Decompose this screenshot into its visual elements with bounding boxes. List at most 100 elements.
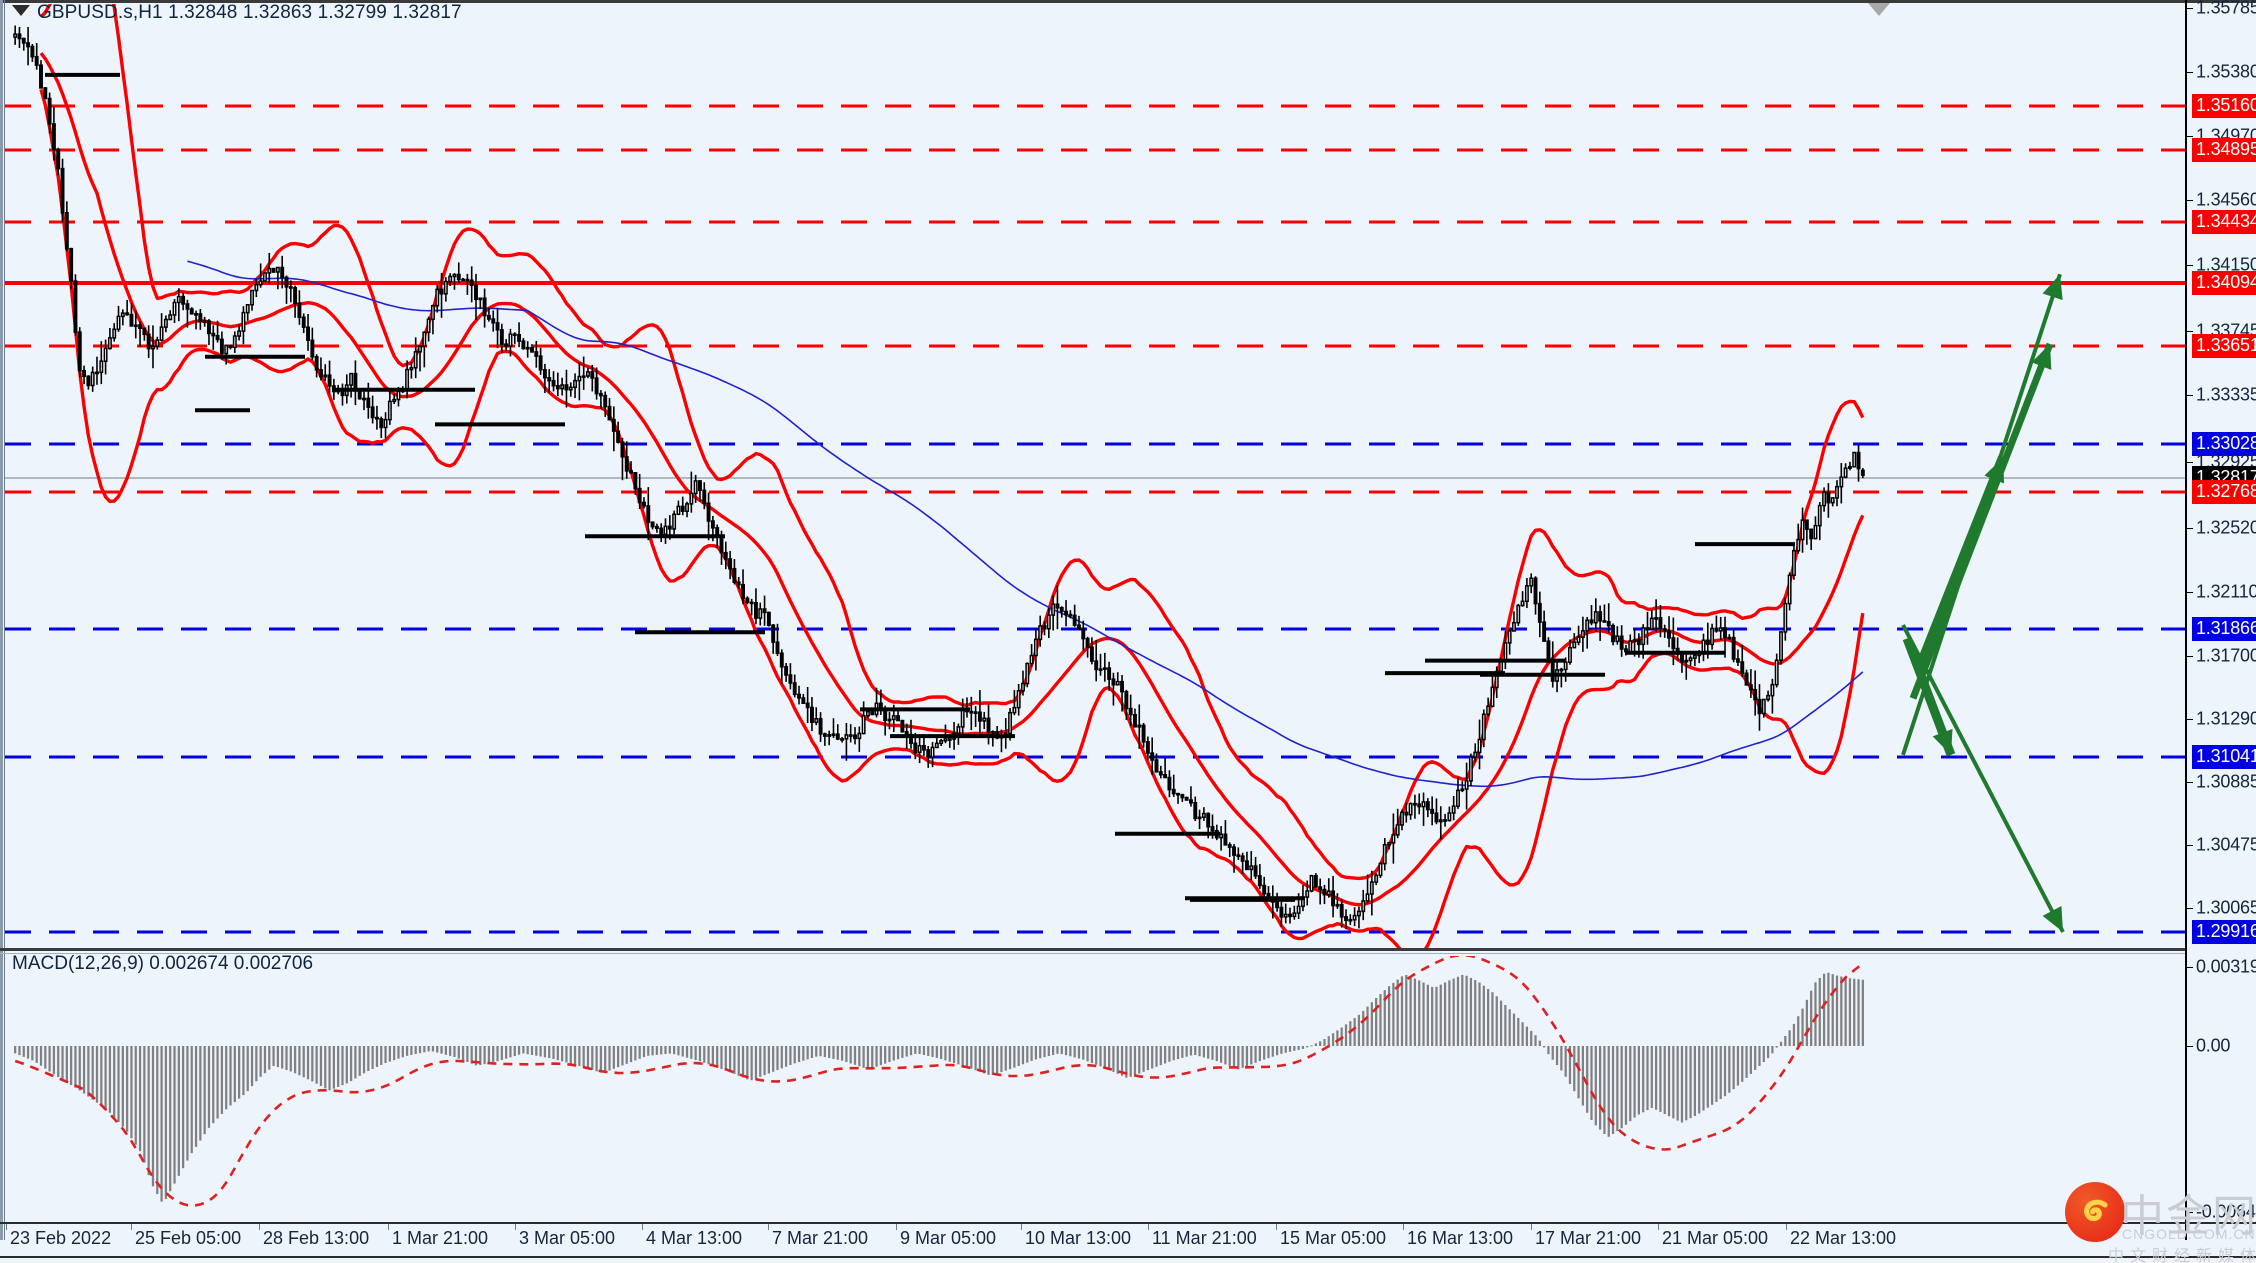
bollinger-lower xyxy=(39,88,1865,948)
candlestick xyxy=(1262,884,1267,895)
macd-histogram-bar xyxy=(599,1046,603,1073)
macd-histogram-bar xyxy=(1801,1008,1804,1046)
macd-histogram-bar xyxy=(720,1046,723,1069)
macd-histogram-bar xyxy=(1250,1046,1253,1065)
macd-histogram-bar xyxy=(375,1046,379,1067)
macd-histogram-bar xyxy=(173,1046,176,1184)
macd-histogram-bar xyxy=(970,1046,973,1069)
axis-price-label: 1.30885 xyxy=(2196,771,2256,792)
candlestick xyxy=(629,470,634,474)
candlestick xyxy=(69,247,74,282)
candlestick xyxy=(1210,825,1215,832)
macd-histogram-bar xyxy=(871,1046,874,1069)
macd-histogram-bar xyxy=(853,1046,857,1065)
macd-histogram-bar xyxy=(957,1046,960,1065)
macd-histogram-bar xyxy=(306,1046,310,1080)
macd-histogram-bar xyxy=(565,1046,568,1063)
candlestick xyxy=(891,715,896,721)
macd-chart-panel[interactable] xyxy=(5,956,2185,1222)
time-axis-tick xyxy=(515,1224,516,1230)
candlestick xyxy=(95,371,99,375)
candlestick xyxy=(1580,630,1585,638)
macd-histogram-bar xyxy=(1267,1046,1270,1059)
candlestick xyxy=(1430,808,1435,814)
candlestick xyxy=(1847,465,1852,469)
forecast-arrow-head xyxy=(2042,906,2063,932)
macd-histogram-bar xyxy=(18,1046,21,1056)
macd-histogram-bar xyxy=(431,1046,435,1052)
macd-histogram-bar xyxy=(272,1046,275,1066)
candlestick xyxy=(1167,776,1172,791)
candlestick xyxy=(435,288,440,307)
macd-histogram-bar xyxy=(1564,1046,1567,1077)
macd-histogram-bar xyxy=(875,1046,878,1067)
macd-histogram-bar xyxy=(1599,1046,1602,1130)
candlestick xyxy=(689,492,694,505)
candlestick xyxy=(194,313,199,316)
time-axis-tick xyxy=(1021,1224,1022,1230)
candlestick xyxy=(1184,796,1189,801)
candlestick xyxy=(1503,642,1508,661)
price-axis[interactable]: 1.35785 1.35380 1.35160 1.34970 1.34895 1.345… xyxy=(2187,0,2256,1222)
macd-histogram-bar xyxy=(1224,1046,1227,1065)
macd-histogram-bar xyxy=(164,1046,168,1199)
macd-histogram-bar xyxy=(182,1046,185,1169)
macd-histogram-bar xyxy=(1327,1036,1330,1046)
macd-histogram-bar xyxy=(1741,1046,1744,1082)
macd-histogram-bar xyxy=(944,1046,947,1061)
candlestick xyxy=(1029,654,1034,665)
candlestick xyxy=(1072,614,1077,626)
candlestick xyxy=(241,311,246,332)
candlestick xyxy=(1171,788,1176,795)
triangle-down-icon[interactable] xyxy=(12,5,30,16)
candlestick xyxy=(555,385,560,390)
candlestick xyxy=(1860,469,1865,477)
macd-histogram-bar xyxy=(1254,1046,1257,1063)
macd-histogram-bar xyxy=(750,1046,753,1081)
macd-histogram-bar xyxy=(1379,994,1382,1046)
macd-histogram-bar xyxy=(156,1046,159,1195)
candlestick xyxy=(116,315,121,331)
price-chart-panel[interactable] xyxy=(5,4,2185,948)
macd-histogram-bar xyxy=(444,1046,447,1055)
candlestick xyxy=(1145,741,1150,754)
time-axis[interactable]: 23 Feb 2022 25 Feb 05:00 28 Feb 13:00 1 Mar… xyxy=(0,1224,2256,1256)
candlestick xyxy=(125,312,130,316)
macd-histogram-bar xyxy=(1637,1046,1641,1115)
candlestick xyxy=(1417,803,1422,808)
candlestick xyxy=(598,392,603,397)
candlestick xyxy=(887,718,892,722)
macd-histogram-bar xyxy=(1754,1046,1757,1070)
macd-histogram-bar xyxy=(1749,1046,1752,1074)
macd-histogram-bar xyxy=(1043,1046,1046,1058)
macd-histogram-bar xyxy=(1237,1046,1240,1070)
macd-histogram-bar xyxy=(1426,984,1429,1046)
candlestick xyxy=(1391,834,1396,844)
macd-histogram-bar xyxy=(763,1046,766,1076)
macd-histogram-bar xyxy=(470,1046,473,1064)
candlestick xyxy=(90,371,95,387)
candlestick xyxy=(840,738,845,741)
candlestick xyxy=(1236,854,1241,858)
candlestick xyxy=(1094,660,1099,671)
candlestick xyxy=(107,337,112,350)
macd-histogram-bar xyxy=(263,1046,267,1074)
candlestick xyxy=(86,375,91,387)
macd-histogram-bar xyxy=(1387,986,1391,1046)
axis-tick xyxy=(2187,200,2193,201)
macd-histogram-bar xyxy=(39,1046,43,1066)
candlestick xyxy=(43,87,48,100)
macd-histogram-bar xyxy=(1039,1046,1042,1059)
macd-histogram-bar xyxy=(1491,992,1494,1046)
moving-average-line xyxy=(187,260,1864,788)
macd-histogram-bar xyxy=(1443,982,1447,1046)
time-axis-tick xyxy=(131,1224,132,1230)
macd-histogram-bar xyxy=(186,1046,189,1161)
macd-histogram-bar xyxy=(1116,1046,1119,1074)
candlestick xyxy=(1223,833,1228,846)
candlestick xyxy=(1309,874,1314,892)
time-axis-label: 4 Mar 13:00 xyxy=(646,1228,743,1248)
candlestick xyxy=(1361,900,1366,913)
macd-histogram-bar xyxy=(608,1046,611,1071)
candlestick xyxy=(1077,624,1081,631)
